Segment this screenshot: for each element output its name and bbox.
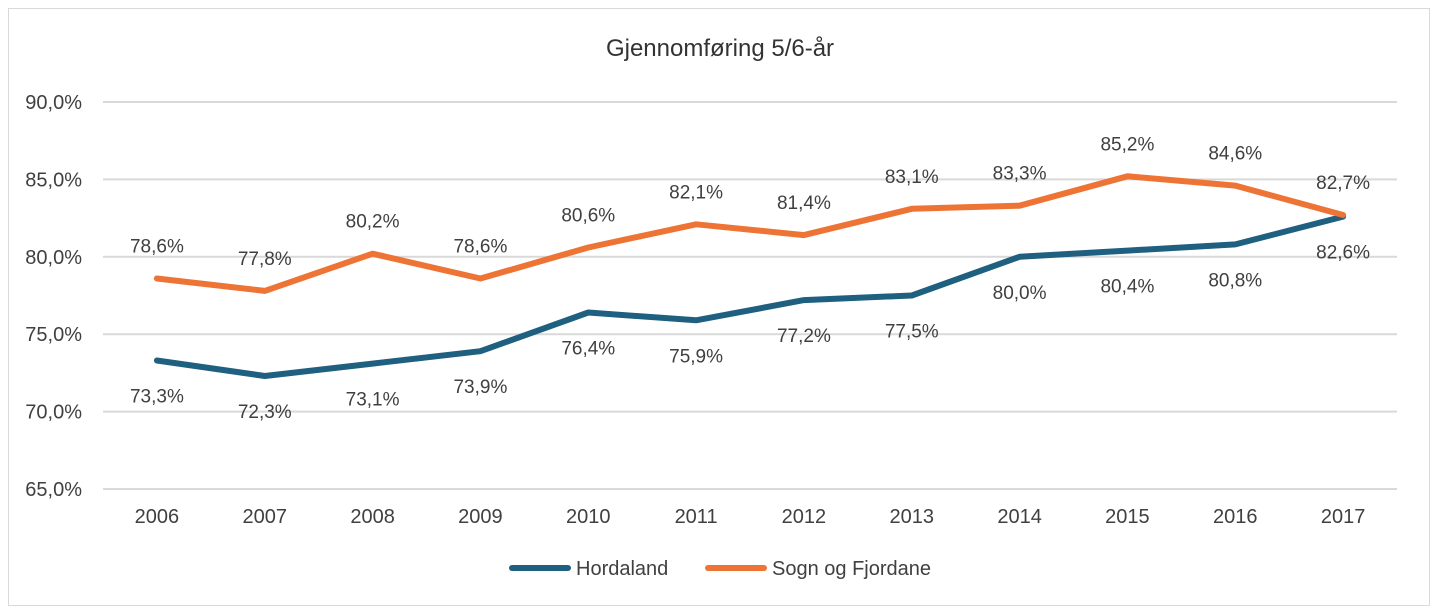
x-tick-label: 2016 — [1213, 506, 1258, 528]
data-label: 84,6% — [1208, 144, 1262, 165]
data-label: 80,4% — [1100, 277, 1154, 298]
data-label: 73,3% — [130, 387, 184, 408]
data-label: 73,9% — [453, 377, 507, 398]
y-tick-label: 65,0% — [25, 479, 82, 501]
y-tick-label: 70,0% — [25, 402, 82, 424]
x-tick-label: 2007 — [243, 506, 288, 528]
data-label: 83,1% — [885, 167, 939, 188]
series-line-hordaland — [153, 213, 1347, 379]
data-label: 76,4% — [561, 339, 615, 360]
data-label: 82,1% — [669, 182, 723, 203]
x-tick-label: 2011 — [675, 506, 718, 528]
data-label: 80,2% — [346, 212, 400, 233]
y-tick-label: 75,0% — [25, 324, 82, 346]
gridlines — [103, 101, 1397, 490]
y-tick-label: 90,0% — [25, 92, 82, 114]
data-label: 78,6% — [453, 236, 507, 257]
series-lines — [153, 173, 1347, 379]
data-label: 75,9% — [669, 346, 723, 367]
data-label: 73,1% — [346, 390, 400, 411]
data-label: 85,2% — [1100, 134, 1154, 155]
y-tick-label: 85,0% — [25, 169, 82, 191]
x-tick-label: 2009 — [458, 506, 503, 528]
data-label: 82,6% — [1316, 243, 1370, 264]
chart-title: Gjennomføring 5/6-år — [606, 35, 834, 62]
data-label: 77,8% — [238, 249, 292, 270]
data-labels: 73,3% 72,3% 73,1% 73,9% 76,4% 75,9% 77,2% 77,5%… — [130, 134, 1370, 423]
x-tick-label: 2006 — [135, 506, 180, 528]
x-axis: 2006 2007 2008 2009 2010 2011 2012 2013 2014 2015… — [135, 506, 1366, 528]
legend-label: Hordaland — [576, 558, 668, 580]
data-label: 77,2% — [777, 326, 831, 347]
data-label: 80,8% — [1208, 270, 1262, 291]
data-label: 72,3% — [238, 402, 292, 423]
y-axis: 65,0% 70,0% 75,0% 80,0% 85,0% 90,0% — [25, 92, 82, 501]
x-tick-label: 2008 — [350, 506, 395, 528]
data-label: 80,6% — [561, 206, 615, 227]
data-label: 78,6% — [130, 236, 184, 257]
y-tick-label: 80,0% — [25, 247, 82, 269]
data-label: 82,7% — [1316, 173, 1370, 194]
chart-frame — [8, 8, 1430, 606]
series-line-sogn-og-fjordane — [153, 173, 1347, 294]
data-label: 81,4% — [777, 193, 831, 214]
x-tick-label: 2017 — [1321, 506, 1366, 528]
x-tick-label: 2014 — [997, 506, 1042, 528]
data-label: 77,5% — [885, 322, 939, 343]
legend-label: Sogn og Fjordane — [772, 558, 931, 580]
x-tick-label: 2010 — [566, 506, 611, 528]
data-label: 83,3% — [993, 164, 1047, 185]
x-tick-label: 2012 — [782, 506, 827, 528]
legend: Hordaland Sogn og Fjordane — [509, 558, 931, 580]
x-tick-label: 2015 — [1105, 506, 1150, 528]
data-label: 80,0% — [993, 283, 1047, 304]
x-tick-label: 2013 — [890, 506, 935, 528]
